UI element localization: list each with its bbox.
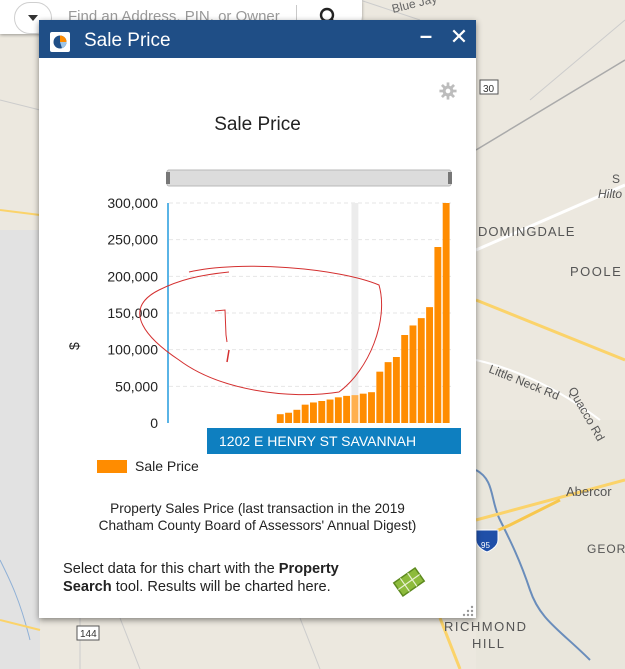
chart-bar[interactable] [276,414,284,423]
zoom-handle-right[interactable] [448,172,452,184]
map-label-hill: HILL [472,636,505,651]
y-tick-label: 250,000 [107,232,158,248]
chart-bar[interactable] [368,392,375,423]
chart-tooltip: 1202 E HENRY ST SAVANNAH [207,428,461,454]
legend-label: Sale Price [135,458,199,474]
map-label-abercorn: Abercor [566,484,612,499]
minimize-button[interactable]: – [419,23,433,48]
sale-price-chart[interactable]: 300,000 250,000 200,000 150,000 100,000 50,00… [39,160,476,460]
map-label-geor: GEOR [587,542,625,556]
widget-titlebar[interactable]: Sale Price – ✕ [39,20,476,58]
y-tick-label: 50,000 [115,378,158,394]
chart-bar[interactable] [434,247,442,423]
chart-legend[interactable]: Sale Price [97,458,199,474]
map-label-i95: 95 [481,541,490,550]
chart-bar[interactable] [326,399,334,423]
y-tick-label: 200,000 [107,268,158,284]
caret-down-icon [28,15,38,21]
chart-bar[interactable] [359,393,367,423]
zoom-handle-left[interactable] [166,172,170,184]
widget-title: Sale Price [84,30,171,51]
hint-text: Select data for this chart with the Prop… [63,560,403,596]
chart-bar[interactable] [343,395,351,423]
resize-grip-icon[interactable] [462,605,474,617]
red-scribble-annotation [139,265,383,396]
chart-area: 300,000 250,000 200,000 150,000 100,000 50,00… [39,160,476,460]
chart-bar[interactable] [376,371,384,423]
chart-bar[interactable] [351,395,359,423]
chart-bar[interactable] [417,318,425,423]
map-label-s-partial: S [612,172,620,186]
y-tick-label: 0 [150,415,158,431]
pie-chart-icon [50,32,70,52]
sale-price-widget: Sale Price – ✕ Sale Price 300,000 250, [39,20,476,618]
map-label-route-144: 144 [80,629,97,640]
gear-icon[interactable] [439,82,457,100]
tooltip-text: 1202 E HENRY ST SAVANNAH [219,433,416,449]
chart-bar[interactable] [409,325,417,423]
map-label-poole: POOLE [570,264,622,279]
map-parcel-icon[interactable] [392,565,426,599]
chart-bar[interactable] [392,357,400,423]
red-tick-annotation [226,349,230,363]
chart-bar[interactable] [426,307,434,423]
map-label-hilton: Hilto [598,187,622,201]
y-tick-label: 100,000 [107,342,158,358]
chart-zoom-slider[interactable] [166,169,452,187]
hint-bold-search: Search [63,579,112,595]
y-axis-label: $ [66,342,82,350]
y-tick-label: 300,000 [107,195,158,211]
chart-bar[interactable] [301,404,309,423]
chart-bar[interactable] [334,397,342,423]
caption-line-2: Chatham County Board of Assessors' Annua… [98,518,417,533]
chart-bar[interactable] [384,362,392,423]
red-mark-annotation [214,309,228,343]
highlight-column [351,203,359,423]
chart-caption: Property Sales Price (last transaction i… [39,500,476,534]
chart-title: Sale Price [214,114,301,135]
chart-bar[interactable] [318,401,326,423]
y-tick-label: 150,000 [107,305,158,321]
map-label-route-30: 30 [483,84,495,95]
legend-swatch [97,459,127,473]
map-label-richmond: RICHMOND [444,619,528,634]
chart-bar[interactable] [293,409,301,423]
chart-bar[interactable] [285,412,293,423]
hint-prefix: Select data for this chart with the [63,561,279,577]
chart-bar[interactable] [401,335,409,423]
hint-bold-property: Property [278,561,339,577]
hint-suffix: tool. Results will be charted here. [111,579,331,595]
caption-line-1: Property Sales Price (last transaction i… [110,501,405,516]
chart-bar[interactable] [310,402,317,423]
map-label-domingdale: DOMINGDALE [478,224,575,239]
chart-bar[interactable] [442,203,450,423]
close-button[interactable]: ✕ [449,24,469,49]
